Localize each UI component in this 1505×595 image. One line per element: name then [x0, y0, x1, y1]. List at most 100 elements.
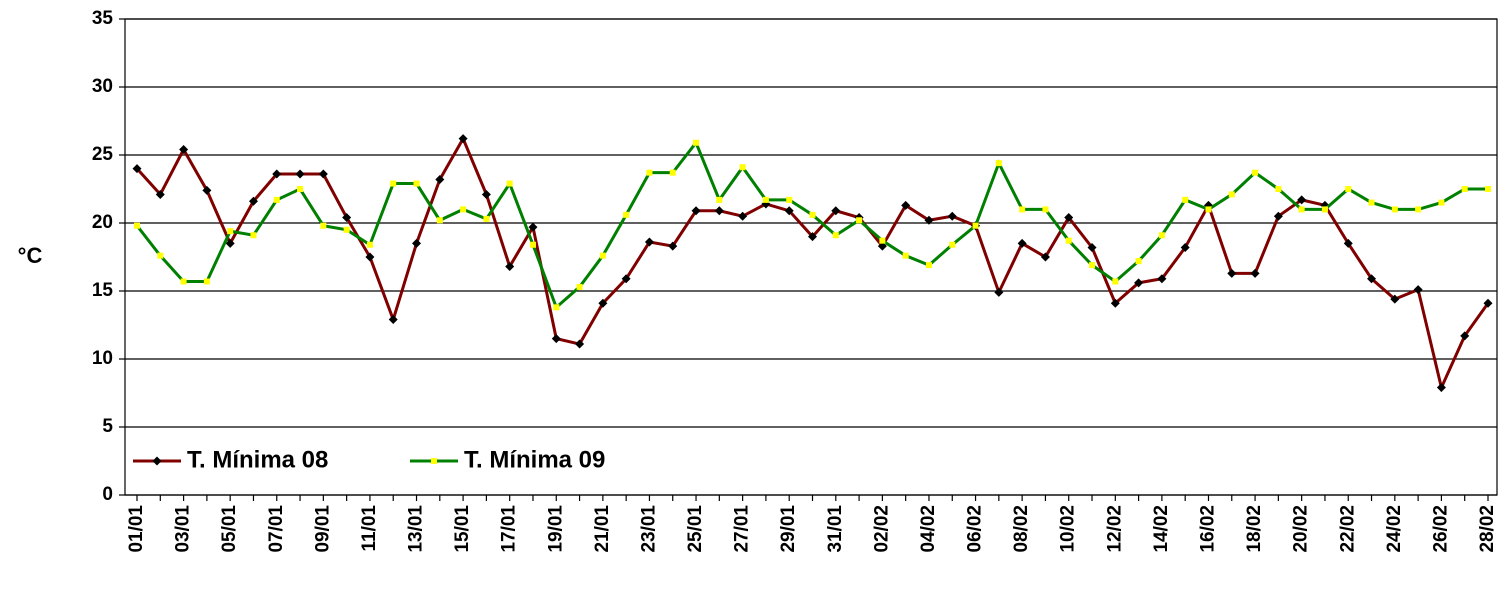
marker [623, 211, 630, 218]
y-tick-label: 35 [92, 8, 114, 29]
marker [1321, 206, 1328, 213]
marker [435, 174, 445, 184]
x-tick-label: 17/01 [499, 505, 520, 553]
marker [388, 315, 398, 325]
marker [808, 232, 817, 242]
marker [295, 169, 305, 179]
marker [994, 287, 1004, 297]
marker [1017, 238, 1027, 248]
marker [1483, 298, 1493, 308]
marker [134, 222, 140, 229]
marker [1415, 206, 1422, 213]
marker [1064, 213, 1074, 223]
x-tick-label: 26/02 [1430, 505, 1451, 553]
marker [551, 334, 561, 344]
x-tick-label: 25/01 [685, 505, 706, 553]
marker [272, 169, 282, 179]
marker [155, 189, 165, 199]
marker [947, 211, 957, 221]
marker [1436, 383, 1446, 393]
x-tick-label: 04/02 [918, 505, 939, 553]
marker [924, 215, 934, 225]
x-tick-label: 29/01 [778, 505, 799, 553]
y-tick-label: 15 [92, 280, 114, 301]
marker [1367, 274, 1377, 284]
x-tick-label: 18/02 [1244, 505, 1265, 553]
marker [1343, 238, 1353, 248]
marker [1112, 278, 1119, 285]
marker [1040, 252, 1050, 262]
marker [227, 228, 234, 235]
marker [1089, 262, 1096, 269]
marker [831, 206, 841, 216]
legend-marker [431, 458, 437, 464]
x-tick-label: 11/01 [359, 505, 380, 552]
marker [1134, 278, 1144, 288]
y-tick-label: 0 [102, 484, 113, 505]
marker [1087, 242, 1097, 252]
marker [901, 200, 911, 210]
marker [693, 139, 700, 146]
x-tick-label: 24/02 [1384, 505, 1405, 553]
marker [621, 274, 631, 284]
marker [1460, 331, 1470, 341]
marker [1250, 268, 1260, 278]
series-line [135, 139, 1488, 310]
x-tick-label: 28/02 [1477, 505, 1498, 553]
marker [576, 283, 583, 290]
marker [460, 206, 467, 213]
marker [202, 185, 212, 195]
marker [481, 189, 491, 199]
marker [832, 232, 839, 239]
marker [342, 213, 352, 223]
marker [365, 252, 375, 262]
marker [506, 180, 513, 187]
marker [972, 222, 979, 229]
marker [412, 238, 422, 248]
legend-label: T. Mínima 09 [464, 446, 605, 473]
marker [668, 241, 678, 251]
marker [553, 304, 560, 311]
marker [529, 241, 536, 248]
x-tick-label: 27/01 [732, 505, 753, 553]
x-tick-label: 08/02 [1011, 505, 1032, 553]
marker [669, 169, 676, 176]
marker [716, 196, 723, 203]
marker [157, 252, 164, 259]
x-tick-label: 15/01 [452, 505, 473, 553]
x-tick-label: 13/01 [406, 505, 427, 553]
marker [1297, 195, 1307, 205]
marker [1368, 199, 1375, 206]
x-tick-label: 06/02 [965, 505, 986, 553]
x-tick-label: 23/01 [638, 505, 659, 553]
marker [1182, 196, 1189, 203]
marker [784, 206, 794, 216]
marker [180, 278, 187, 285]
x-tick-label: 05/01 [219, 505, 240, 553]
marker [856, 217, 863, 224]
marker [1298, 206, 1305, 213]
marker [132, 164, 142, 174]
marker [739, 164, 746, 171]
marker [1227, 268, 1237, 278]
marker [1485, 186, 1491, 192]
y-tick-label: 10 [92, 348, 113, 369]
marker [225, 238, 235, 248]
marker [1438, 199, 1445, 206]
series-line [135, 135, 1490, 393]
marker [1180, 242, 1190, 252]
y-tick-label: 25 [92, 144, 114, 165]
marker [248, 196, 258, 206]
y-tick-label: 20 [92, 212, 113, 233]
marker [925, 262, 932, 269]
y-tick-label: 30 [92, 76, 113, 97]
marker [297, 186, 304, 192]
marker [1135, 258, 1142, 265]
marker [1065, 237, 1072, 244]
marker [413, 180, 420, 187]
marker [320, 222, 327, 229]
y-tick-label: 5 [102, 416, 113, 437]
marker [250, 232, 257, 239]
marker [714, 206, 724, 216]
